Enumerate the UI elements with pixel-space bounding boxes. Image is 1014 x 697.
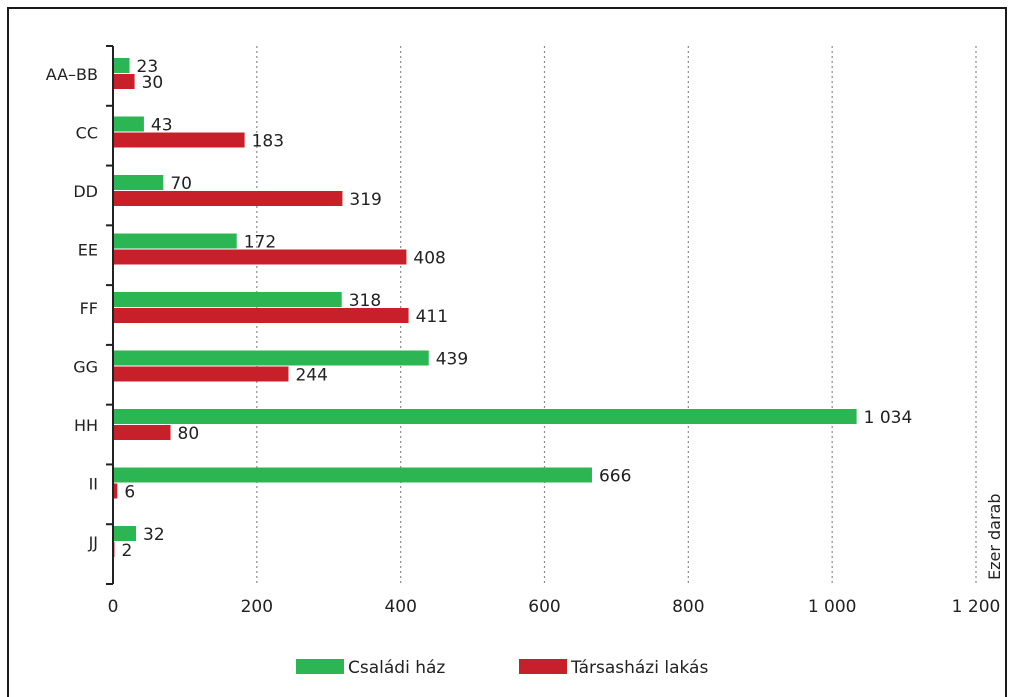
- bar-csaladi-haz: [113, 350, 429, 366]
- legend-swatch-csaladi-haz: [296, 659, 344, 674]
- bar-tarsashazi-lakas: [113, 191, 343, 206]
- category-label: GG: [73, 358, 98, 377]
- bar-csaladi-haz: [113, 467, 592, 483]
- bar-csaladi-haz: [113, 175, 164, 190]
- value-label: 666: [599, 467, 631, 487]
- value-label: 319: [349, 190, 381, 210]
- bar-csaladi-haz: [113, 292, 342, 307]
- value-label: 70: [170, 174, 192, 194]
- legend-swatch-tarsashazi-lakas: [519, 659, 567, 674]
- x-tick-label: 600: [528, 597, 560, 617]
- category-label: JJ: [88, 533, 98, 552]
- legend-label-tarsashazi-lakas: Társasházi lakás: [570, 658, 708, 678]
- bar-csaladi-haz: [113, 58, 130, 73]
- category-label: CC: [76, 124, 98, 143]
- bar-csaladi-haz: [113, 409, 857, 424]
- bar-csaladi-haz: [113, 116, 144, 132]
- value-label: 172: [244, 233, 276, 253]
- value-label: 244: [295, 366, 327, 386]
- category-label: II: [89, 475, 98, 494]
- category-label: FF: [80, 299, 98, 318]
- value-label: 80: [178, 424, 200, 444]
- bar-tarsashazi-lakas: [113, 74, 135, 89]
- axes: [106, 45, 114, 585]
- x-tick-label: 800: [672, 597, 704, 617]
- bar-tarsashazi-lakas: [113, 425, 171, 440]
- value-label: 411: [416, 307, 448, 327]
- category-label: EE: [78, 241, 98, 260]
- bar-tarsashazi-lakas: [113, 308, 409, 323]
- bar-tarsashazi-lakas: [113, 249, 407, 265]
- category-label: AA–BB: [46, 65, 98, 84]
- x-tick-label: 0: [108, 597, 119, 617]
- chart-frame: [7, 7, 1007, 697]
- bar-tarsashazi-lakas: [113, 132, 245, 148]
- bar-csaladi-haz: [113, 233, 237, 249]
- x-tick-label: 1 200: [952, 597, 1001, 617]
- category-label: DD: [73, 182, 98, 201]
- x-tick-label: 200: [241, 597, 273, 617]
- legend-label-csaladi-haz: Családi ház: [348, 658, 445, 678]
- value-label: 23: [137, 57, 159, 77]
- value-label: 318: [349, 291, 381, 311]
- value-label: 1 034: [864, 408, 913, 428]
- value-label: 6: [124, 483, 135, 503]
- unit-label: Ezer darab: [985, 493, 1004, 580]
- bars: [113, 58, 857, 557]
- x-tick-label: 1 000: [808, 597, 857, 617]
- bar-tarsashazi-lakas: [113, 483, 118, 499]
- value-label: 32: [143, 525, 165, 545]
- bar-tarsashazi-lakas: [113, 366, 289, 382]
- x-tick-label: 400: [384, 597, 416, 617]
- value-label: 2: [121, 541, 132, 561]
- bar-csaladi-haz: [113, 526, 137, 541]
- value-label: 439: [436, 350, 468, 370]
- value-label: 408: [413, 249, 445, 269]
- value-label: 183: [252, 132, 284, 152]
- category-label: HH: [74, 416, 98, 435]
- legend: Családi ház Társasházi lakás: [296, 658, 708, 678]
- value-label: 43: [151, 116, 173, 136]
- value-label: 30: [142, 73, 164, 93]
